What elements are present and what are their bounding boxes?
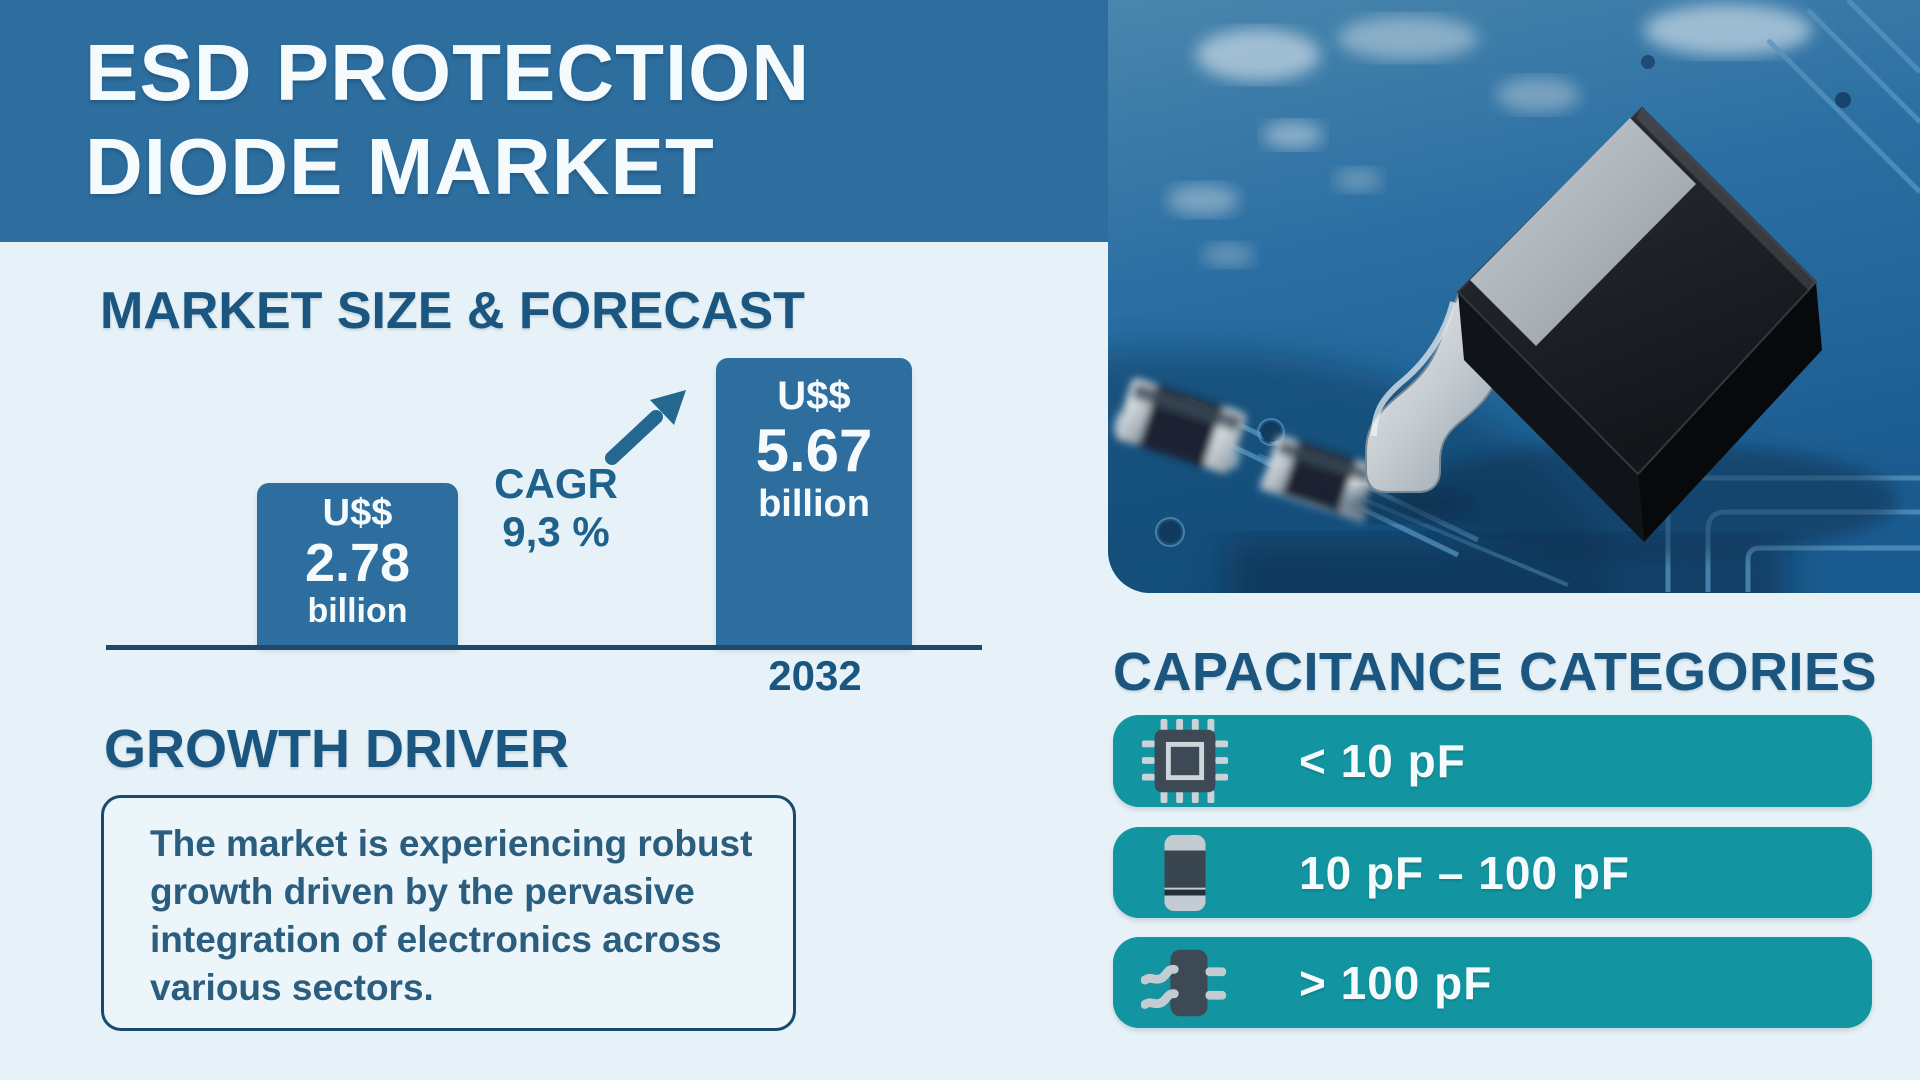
bar-value: 2.78 xyxy=(304,533,411,593)
bokeh-highlights xyxy=(1167,4,1812,267)
body-side-right xyxy=(1638,282,1822,542)
growth-driver-text-line: integration of electronics across xyxy=(150,919,722,960)
cagr-text: CAGR xyxy=(494,460,618,507)
bar-current-market-size: U$$ 2.78 billion xyxy=(257,483,458,647)
title-banner: ESD PROTECTION DIODE MARKET xyxy=(0,0,1108,242)
lead-highlight xyxy=(1371,301,1456,437)
chart-baseline xyxy=(106,645,982,650)
market-size-heading: MARKET SIZE & FORECAST xyxy=(100,282,805,340)
circuit-board-photo xyxy=(1108,0,1920,593)
body-side-left xyxy=(1458,292,1644,542)
capacitance-category-label: < 10 pF xyxy=(1299,735,1466,787)
page-title: ESD PROTECTION DIODE MARKET xyxy=(85,26,1108,214)
capacitance-category-row: < 10 pF xyxy=(1113,715,1872,807)
cagr-label: CAGR 9,3 % xyxy=(478,460,634,556)
bar-unit: billion xyxy=(307,592,408,630)
bar-forecast-market-size: U$$ 5.67 billion xyxy=(716,358,912,647)
growth-driver-box: The market is experiencing robust growth… xyxy=(101,795,796,1031)
growth-driver-text-line: The market is experiencing robust xyxy=(150,823,753,864)
smd-chip-components xyxy=(1112,378,1376,524)
growth-driver-text-line: growth driven by the pervasive xyxy=(150,871,695,912)
capacitance-category-label: 10 pF – 100 pF xyxy=(1299,846,1631,899)
capacitance-category-label: > 100 pF xyxy=(1299,956,1493,1009)
year-label-2032: 2032 xyxy=(768,652,862,699)
bar-currency: U$$ xyxy=(777,374,851,418)
transistor-icon xyxy=(1141,949,1227,1016)
bar-unit: billion xyxy=(758,483,870,525)
chip-icon xyxy=(1141,718,1229,804)
esd-diode-component xyxy=(1331,106,1898,558)
capacitance-category-row: > 100 pF xyxy=(1113,937,1872,1028)
circuit-board-illustration xyxy=(1108,0,1920,593)
cagr-value: 9,3 % xyxy=(502,508,610,555)
cathode-stripe xyxy=(1470,118,1696,346)
body-edge-highlight xyxy=(1636,108,1816,290)
bar-currency: U$$ xyxy=(322,492,393,534)
smd-capacitor-icon xyxy=(1164,834,1206,911)
page-title-line2: DIODE MARKET xyxy=(85,122,715,211)
page-title-line1: ESD PROTECTION xyxy=(85,28,811,117)
capacitance-category-row: 10 pF – 100 pF xyxy=(1113,827,1872,918)
bar-value: 5.67 xyxy=(755,417,873,484)
capacitance-categories-heading: CAPACITANCE CATEGORIES xyxy=(1113,642,1878,702)
growth-driver-heading: GROWTH DRIVER xyxy=(104,719,569,779)
growth-driver-text-line: various sectors. xyxy=(150,967,434,1008)
trend-arrow-icon xyxy=(605,390,686,465)
